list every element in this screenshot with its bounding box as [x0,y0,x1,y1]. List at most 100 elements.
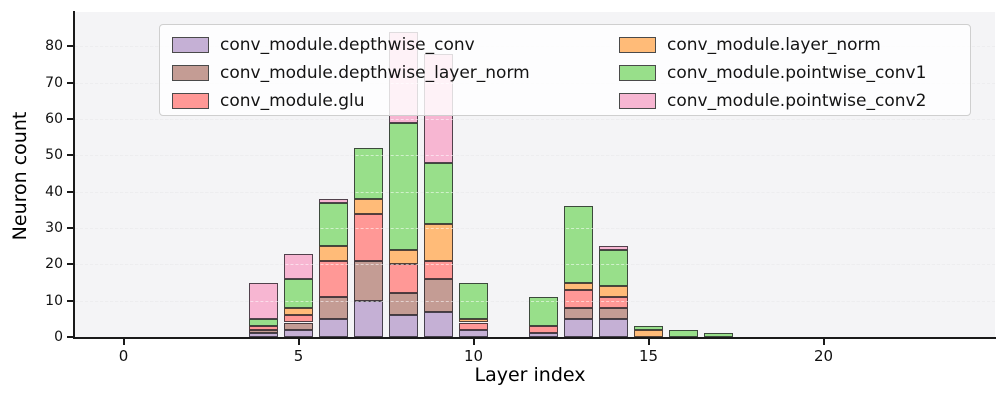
y-axis-spine [73,11,75,338]
y-tick-label-30: 30 [45,220,63,237]
legend-swatch-icon [172,93,209,109]
legend-column-1: conv_module.depthwise_conv conv_module.de… [172,31,619,115]
bar-segment-pointwise_conv2-layer-4 [249,282,278,319]
legend-item-glu: conv_module.glu [172,87,619,115]
y-tick-mark-10 [67,299,73,302]
x-tick-mark-10 [472,339,475,345]
gridline-y40 [75,191,995,193]
legend-swatch-icon [619,37,656,53]
bar-segment-glu-layer-8 [389,264,418,294]
x-tick-label-5: 5 [293,347,304,365]
legend: conv_module.depthwise_conv conv_module.de… [159,24,971,116]
bar-segment-depthwise_conv-layer-9 [424,311,453,337]
bar-segment-depthwise_conv-layer-4 [249,333,278,337]
x-tick-mark-20 [822,339,825,345]
bar-segment-pointwise_conv1-layer-4 [249,318,278,327]
legend-label: conv_module.glu [220,91,365,111]
y-tick-mark-40 [67,190,73,193]
legend-swatch-icon [619,65,656,81]
x-tick-label-10: 10 [463,347,484,365]
bar-layer-4 [249,282,278,337]
bar-layer-17 [704,333,733,337]
bar-segment-pointwise_conv2-layer-5 [284,253,313,279]
bar-segment-pointwise_conv1-layer-6 [319,202,348,247]
legend-label: conv_module.depthwise_layer_norm [220,63,530,83]
bar-segment-glu-layer-6 [319,260,348,298]
legend-column-2: conv_module.layer_norm conv_module.pointw… [619,31,970,115]
legend-item-layer_norm: conv_module.layer_norm [619,31,970,59]
x-axis-label: Layer index [474,364,586,386]
bar-segment-layer_norm-layer-13 [564,282,593,290]
bar-segment-depthwise_conv-layer-5 [284,329,313,337]
bar-segment-depthwise_layer_norm-layer-6 [319,297,348,319]
bar-segment-depthwise_conv-layer-12 [529,333,558,337]
bar-segment-layer_norm-layer-7 [354,199,383,214]
bar-layer-6 [319,199,348,337]
bar-segment-depthwise_layer_norm-layer-8 [389,293,418,316]
legend-swatch-icon [172,65,209,81]
y-tick-mark-0 [67,336,73,338]
bar-segment-layer_norm-layer-5 [284,307,313,316]
bar-segment-pointwise_conv1-layer-16 [669,329,698,337]
bar-segment-layer_norm-layer-6 [319,246,348,261]
gridline-y30 [75,228,995,230]
bar-segment-pointwise_conv1-layer-8 [389,122,418,250]
bar-segment-pointwise_conv1-layer-7 [354,148,383,200]
bar-segment-layer_norm-layer-15 [634,329,663,337]
legend-item-pointwise_conv1: conv_module.pointwise_conv1 [619,59,970,87]
bar-segment-layer_norm-layer-14 [599,286,628,298]
legend-label: conv_module.pointwise_conv1 [667,63,927,83]
bar-layer-10 [459,282,488,337]
y-tick-label-80: 80 [45,38,63,55]
bar-segment-layer_norm-layer-10 [459,318,488,323]
y-tick-mark-20 [67,263,73,266]
bar-segment-layer_norm-layer-8 [389,249,418,265]
y-tick-label-10: 10 [45,292,63,309]
legend-label: conv_module.layer_norm [667,35,881,55]
bar-segment-pointwise_conv1-layer-13 [564,206,593,283]
y-tick-label-60: 60 [45,111,63,128]
bar-layer-5 [284,253,313,337]
legend-swatch-icon [619,93,656,109]
bar-layer-13 [564,206,593,337]
bar-segment-depthwise_conv-layer-10 [459,329,488,337]
gridline-y20 [75,264,995,266]
bar-segment-pointwise_conv2-layer-6 [319,199,348,203]
legend-item-depthwise_layer_norm: conv_module.depthwise_layer_norm [172,59,619,87]
bar-segment-pointwise_conv1-layer-14 [599,249,628,287]
bar-segment-pointwise_conv1-layer-9 [424,162,453,225]
bar-segment-glu-layer-10 [459,322,488,330]
x-tick-label-20: 20 [813,347,834,365]
bar-segment-glu-layer-13 [564,289,593,308]
x-tick-mark-0 [122,339,125,345]
bar-segment-depthwise_layer_norm-layer-13 [564,307,593,319]
bar-segment-depthwise_conv-layer-6 [319,318,348,337]
y-tick-mark-80 [67,45,73,48]
y-tick-label-0: 0 [54,329,63,345]
bar-segment-pointwise_conv2-layer-14 [599,246,628,250]
y-tick-label-20: 20 [45,256,63,273]
legend-label: conv_module.depthwise_conv [220,35,475,55]
bar-segment-depthwise_layer_norm-layer-14 [599,307,628,319]
bar-segment-layer_norm-layer-9 [424,224,453,261]
bar-segment-pointwise_conv1-layer-17 [704,333,733,337]
y-tick-mark-30 [67,227,73,230]
legend-item-pointwise_conv2: conv_module.pointwise_conv2 [619,87,970,115]
bar-segment-depthwise_conv-layer-7 [354,300,383,337]
bar-segment-depthwise_conv-layer-8 [389,315,418,337]
bar-segment-glu-layer-7 [354,213,383,261]
x-axis-spine [73,337,996,339]
legend-item-depthwise_conv: conv_module.depthwise_conv [172,31,619,59]
y-tick-label-70: 70 [45,74,63,91]
bar-segment-glu-layer-5 [284,315,313,323]
bar-segment-depthwise_layer_norm-layer-7 [354,260,383,301]
x-tick-mark-15 [647,339,650,345]
bar-segment-glu-layer-12 [529,326,558,334]
bar-layer-16 [669,329,698,337]
x-tick-label-0: 0 [118,347,129,365]
bar-segment-depthwise_layer_norm-layer-9 [424,278,453,312]
y-tick-label-40: 40 [45,183,63,200]
bar-segment-pointwise_conv1-layer-15 [634,326,663,330]
y-tick-mark-70 [67,81,73,84]
gridline-y60 [75,119,995,121]
